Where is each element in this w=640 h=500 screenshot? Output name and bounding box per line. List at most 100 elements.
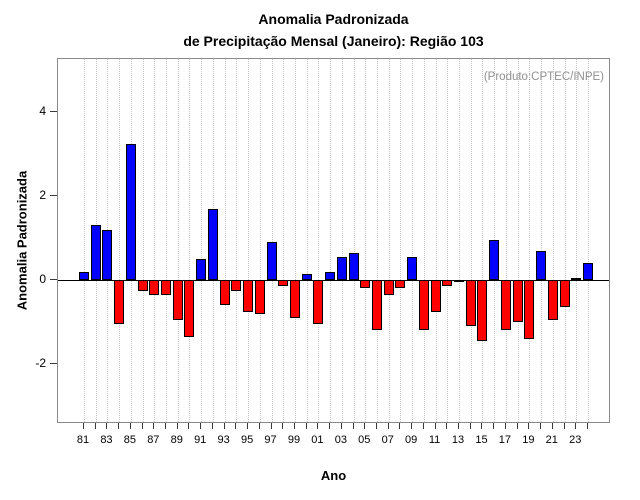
x-tick-label: 91	[194, 434, 207, 446]
y-tick	[50, 279, 57, 280]
x-tick-label: 07	[381, 434, 394, 446]
x-tick	[188, 423, 190, 429]
bar-2017	[500, 280, 511, 331]
product-annotation: (Produto:CPTEC/INPE)	[483, 71, 604, 83]
x-tick	[317, 423, 319, 429]
bar-2022	[559, 280, 570, 308]
bar-1984	[114, 280, 125, 325]
gridline	[576, 59, 578, 422]
x-tick	[586, 423, 588, 429]
x-tick	[247, 423, 249, 429]
gridline	[119, 59, 121, 422]
x-tick	[469, 423, 471, 429]
bar-1990	[184, 280, 195, 337]
bar-2006	[372, 280, 382, 331]
x-tick	[434, 423, 436, 429]
gridline	[142, 59, 144, 422]
y-tick	[50, 111, 57, 112]
gridline	[166, 59, 168, 422]
gridline	[259, 59, 261, 422]
bar-1994	[231, 280, 242, 291]
bar-1986	[137, 280, 148, 291]
x-tick-label: 89	[170, 434, 183, 446]
gridline	[435, 59, 437, 422]
x-tick-label: 03	[334, 434, 347, 446]
bar-1985	[125, 143, 136, 280]
gridline	[177, 59, 179, 422]
gridline	[84, 59, 85, 422]
x-tick	[258, 423, 260, 429]
x-tick	[129, 423, 131, 429]
bar-2009	[407, 256, 418, 280]
x-tick-label: 83	[100, 434, 113, 446]
gridline	[248, 59, 250, 422]
gridline	[447, 59, 449, 422]
y-tick-label: 4	[39, 104, 46, 118]
x-tick	[305, 423, 307, 429]
bar-2010	[418, 280, 429, 331]
x-tick-label: 21	[545, 434, 558, 446]
plot-area: (Produto:CPTEC/INPE)	[57, 58, 610, 423]
chart-title-line1: Anomalia Padronizada	[258, 11, 409, 27]
gridline	[564, 59, 566, 422]
gridline	[541, 59, 543, 422]
gridline	[306, 59, 308, 422]
gridline	[353, 59, 355, 422]
bar-2000	[301, 273, 312, 280]
x-tick	[329, 423, 331, 429]
x-tick	[270, 423, 272, 429]
x-tick	[176, 423, 178, 429]
y-axis-label: Anomalia Padronizada	[14, 170, 30, 311]
x-tick	[551, 423, 553, 429]
bar-2016	[489, 240, 500, 280]
gridline	[517, 59, 519, 422]
gridline	[341, 59, 343, 422]
y-tick-label: 0	[39, 272, 46, 286]
bar-2020	[536, 250, 547, 280]
bar-2008	[395, 280, 406, 289]
x-tick-label: 85	[123, 434, 136, 446]
x-tick-label: 23	[569, 434, 582, 446]
x-tick-label: 99	[287, 434, 301, 446]
x-tick-label: 05	[358, 434, 371, 446]
x-tick-label: 17	[498, 434, 512, 446]
x-tick	[235, 423, 237, 429]
bar-2003	[336, 256, 347, 280]
x-tick	[575, 423, 577, 429]
bar-1982	[90, 225, 101, 280]
bar-2012	[442, 280, 453, 287]
x-tick	[364, 423, 366, 429]
x-tick	[504, 423, 506, 429]
x-tick	[376, 423, 377, 429]
bar-1998	[278, 280, 289, 287]
gridline	[587, 59, 589, 422]
x-tick	[563, 423, 565, 429]
bar-1999	[289, 280, 300, 318]
bar-1995	[243, 280, 254, 312]
gridline	[377, 59, 378, 422]
gridline	[154, 59, 156, 422]
gridline	[189, 59, 191, 422]
x-tick	[118, 423, 120, 429]
x-tick-label: 11	[428, 434, 441, 446]
x-tick	[493, 423, 495, 429]
gridline	[365, 59, 367, 422]
x-tick	[422, 423, 424, 429]
bar-1989	[172, 280, 183, 320]
gridline	[236, 59, 238, 422]
bar-2023	[571, 277, 582, 280]
gridline	[271, 59, 273, 422]
bar-2001	[313, 280, 324, 325]
x-tick	[94, 423, 96, 429]
x-tick-label: 87	[147, 434, 160, 446]
gridline	[201, 59, 203, 422]
x-tick-label: 19	[522, 434, 535, 446]
x-tick-label: 09	[405, 434, 418, 446]
x-tick-label: 13	[451, 434, 465, 446]
gridline	[459, 59, 461, 422]
bar-2013	[454, 280, 465, 283]
bar-2015	[477, 280, 488, 341]
bar-2005	[360, 280, 371, 289]
x-tick	[106, 423, 108, 429]
